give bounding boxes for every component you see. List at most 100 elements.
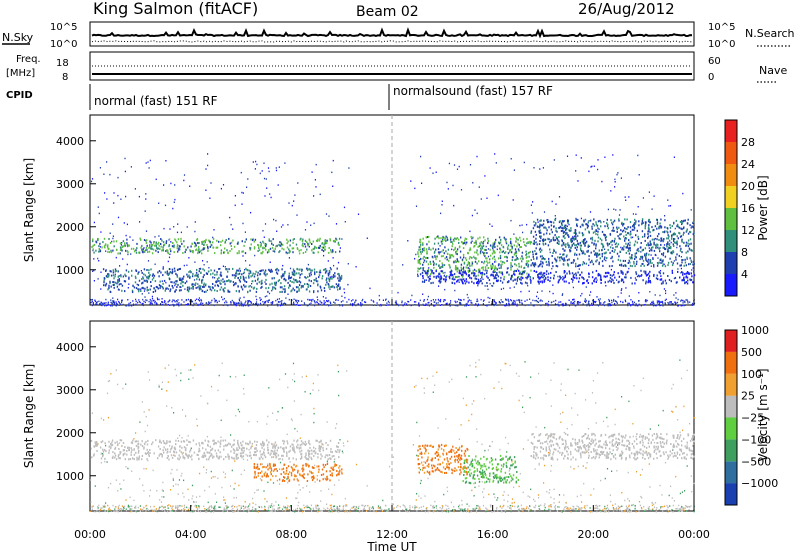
heatmap-cell: [510, 264, 511, 266]
heatmap-cell: [484, 175, 485, 177]
heatmap-cell: [647, 261, 648, 263]
heatmap-cell: [121, 300, 122, 302]
heatmap-cell: [420, 244, 421, 246]
heatmap-cell: [279, 291, 280, 293]
heatmap-cell: [254, 287, 255, 289]
heatmap-cell: [537, 292, 538, 294]
heatmap-cell: [611, 278, 612, 280]
heatmap-cell: [568, 508, 569, 510]
heatmap-cell: [174, 202, 175, 204]
heatmap-cell: [508, 274, 509, 276]
heatmap-cell: [597, 255, 598, 257]
heatmap-cell: [592, 239, 593, 241]
heatmap-cell: [555, 252, 556, 254]
heatmap-cell: [440, 281, 441, 283]
heatmap-cell: [116, 270, 117, 272]
heatmap-cell: [200, 304, 201, 306]
heatmap-cell: [264, 302, 265, 304]
heatmap-cell: [194, 261, 195, 263]
heatmap-cell: [213, 476, 214, 478]
heatmap-cell: [204, 291, 205, 293]
heatmap-cell: [91, 299, 92, 301]
heatmap-cell: [612, 280, 613, 282]
heatmap-cell: [104, 303, 105, 305]
heatmap-cell: [211, 471, 212, 473]
heatmap-cell: [104, 192, 105, 194]
heatmap-cell: [304, 283, 305, 285]
heatmap-cell: [680, 236, 681, 238]
heatmap-cell: [527, 262, 528, 264]
heatmap-cell: [137, 288, 138, 290]
heatmap-cell: [143, 273, 144, 275]
heatmap-cell: [131, 471, 132, 473]
heatmap-cell: [562, 295, 563, 297]
heatmap-cell: [198, 246, 199, 248]
heatmap-cell: [217, 278, 218, 280]
heatmap-cell: [646, 275, 647, 277]
heatmap-cell: [658, 301, 659, 303]
heatmap-cell: [630, 299, 631, 301]
heatmap-cell: [519, 273, 520, 275]
heatmap-cell: [149, 244, 150, 246]
heatmap-cell: [679, 359, 680, 361]
heatmap-cell: [525, 305, 526, 307]
heatmap-cell: [341, 238, 342, 240]
heatmap-cell: [502, 251, 503, 253]
heatmap-cell: [684, 265, 685, 267]
heatmap-cell: [451, 502, 452, 504]
heatmap-cell: [610, 190, 611, 192]
heatmap-cell: [168, 245, 169, 247]
heatmap-cell: [207, 436, 208, 438]
heatmap-cell: [437, 235, 438, 237]
heatmap-cell: [691, 491, 692, 493]
heatmap-cell: [466, 278, 467, 280]
heatmap-cell: [147, 277, 148, 279]
heatmap-cell: [255, 296, 256, 298]
heatmap-cell: [108, 274, 109, 276]
heatmap-cell: [180, 380, 181, 382]
heatmap-cell: [693, 271, 694, 273]
heatmap-cell: [483, 262, 484, 264]
heatmap-cell: [629, 242, 630, 244]
heatmap-cell: [587, 462, 588, 464]
heatmap-cell: [580, 242, 581, 244]
heatmap-cell: [317, 280, 318, 282]
heatmap-cell: [453, 261, 454, 263]
heatmap-cell: [417, 251, 418, 253]
heatmap-cell: [140, 289, 141, 291]
heatmap-cell: [268, 507, 269, 509]
heatmap-cell: [484, 252, 485, 254]
heatmap-cell: [614, 240, 615, 242]
heatmap-cell: [427, 270, 428, 272]
heatmap-cell: [562, 230, 563, 232]
heatmap-cell: [140, 238, 141, 240]
heatmap-cell: [558, 304, 559, 306]
heatmap-cell: [445, 418, 446, 420]
heatmap-cell: [663, 259, 664, 261]
nsky-trace: [92, 30, 692, 36]
heatmap-cell: [257, 278, 258, 280]
heatmap-cell: [513, 487, 514, 489]
heatmap-cell: [521, 255, 522, 257]
heatmap-cell: [620, 301, 621, 303]
heatmap-cell: [226, 249, 227, 251]
heatmap-cell: [149, 301, 150, 303]
heatmap-cell: [516, 245, 517, 247]
heatmap-cell: [672, 264, 673, 266]
heatmap-cell: [524, 301, 525, 303]
heatmap-cell: [657, 265, 658, 267]
heatmap-cell: [166, 240, 167, 242]
heatmap-cell: [536, 271, 537, 273]
heatmap-cell: [593, 250, 594, 252]
heatmap-cell: [481, 242, 482, 244]
heatmap-cell: [162, 283, 163, 285]
heatmap-cell: [681, 271, 682, 273]
heatmap-cell: [628, 250, 629, 252]
heatmap-cell: [665, 256, 666, 258]
heatmap-cell: [152, 303, 153, 305]
heatmap-cell: [545, 243, 546, 245]
heatmap-cell: [389, 466, 390, 468]
heatmap-cell: [479, 186, 480, 188]
heatmap-cell: [466, 376, 467, 378]
heatmap-cell: [533, 221, 534, 223]
